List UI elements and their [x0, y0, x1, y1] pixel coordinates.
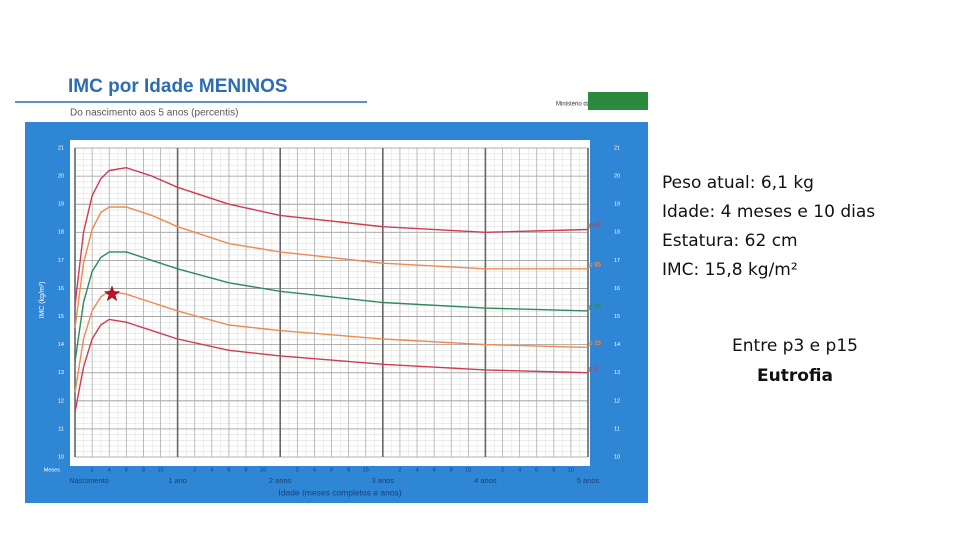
x-tick-label: 2 — [296, 467, 299, 473]
x-tick-label: 6 — [433, 467, 436, 473]
x-tick-label: 10 — [465, 467, 471, 473]
y-tick-label: 17 — [58, 258, 64, 264]
logo — [588, 92, 648, 110]
x-tick-label: 4 — [313, 467, 316, 473]
year-label: 1 ano — [168, 476, 187, 485]
y-tick-label: 20 — [614, 174, 620, 180]
x-tick-label: 8 — [552, 467, 555, 473]
x-tick-label: 6 — [535, 467, 538, 473]
y-tick-label: 21 — [58, 145, 64, 151]
y-tick-label: 12 — [614, 398, 620, 404]
year-label: 5 anos — [577, 476, 600, 485]
y-tick-label: 10 — [614, 454, 620, 460]
percentile-curve — [74, 290, 589, 393]
y-tick-label: 19 — [614, 202, 620, 208]
info-line: Estatura: 62 cm — [662, 231, 798, 251]
x-tick-label: 8 — [347, 467, 350, 473]
diagnosis: Eutrofia — [757, 366, 833, 386]
x-tick-title: Meses — [44, 467, 60, 473]
y-tick-label: 19 — [58, 202, 64, 208]
series-label: p 15 — [589, 341, 602, 347]
series-label: p 85 — [589, 262, 602, 268]
source: Ministério da Saúde — [556, 102, 610, 108]
series-label: p 3 — [589, 366, 598, 372]
info-line: IMC: 15,8 kg/m² — [662, 260, 798, 280]
year-label: Nascimento — [69, 476, 109, 485]
series-label: p 97 — [589, 223, 602, 229]
x-tick-label: 10 — [363, 467, 369, 473]
patient-point — [103, 285, 121, 302]
x-tick-label: 6 — [125, 467, 128, 473]
x-tick-label: 4 — [415, 467, 418, 473]
y-tick-label: 14 — [58, 342, 64, 348]
y-tick-label: 18 — [614, 230, 620, 236]
x-tick-label: 8 — [142, 467, 145, 473]
series-label: p 50 — [589, 305, 602, 311]
y-axis-label: IMC (kg/m²) — [39, 282, 46, 319]
year-label: 4 anos — [474, 476, 497, 485]
x-axis-label: Idade (meses completos e anos) — [278, 487, 401, 497]
x-tick-label: 2 — [398, 467, 401, 473]
x-tick-label: 8 — [244, 467, 247, 473]
percentile-curve — [74, 318, 589, 413]
x-tick-label: 2 — [91, 467, 94, 473]
x-tick-label: 8 — [450, 467, 453, 473]
y-tick-label: 11 — [614, 426, 620, 432]
chart-subtitle: Do nascimento aos 5 anos (percentis) — [70, 108, 238, 119]
x-tick-label: 10 — [260, 467, 266, 473]
x-tick-label: 2 — [501, 467, 504, 473]
info-line: Idade: 4 meses e 10 dias — [662, 202, 875, 222]
info-line: Peso atual: 6,1 kg — [662, 173, 814, 193]
percentile-curve — [74, 166, 589, 306]
y-tick-label: 20 — [58, 174, 64, 180]
x-tick-label: 4 — [108, 467, 111, 473]
y-tick-label: 16 — [58, 286, 64, 292]
chart-title: IMC por Idade MENINOS — [68, 76, 288, 97]
x-tick-label: 2 — [193, 467, 196, 473]
y-tick-label: 15 — [58, 314, 64, 320]
x-tick-label: 6 — [227, 467, 230, 473]
y-tick-label: 13 — [614, 370, 620, 376]
y-tick-label: 17 — [614, 258, 620, 264]
year-label: 3 anos — [372, 476, 395, 485]
x-tick-label: 4 — [518, 467, 521, 473]
x-tick-label: 6 — [330, 467, 333, 473]
y-tick-label: 10 — [58, 454, 64, 460]
x-tick-label: 10 — [568, 467, 574, 473]
x-tick-label: 10 — [157, 467, 163, 473]
y-tick-label: 14 — [614, 342, 620, 348]
y-tick-label: 11 — [58, 426, 64, 432]
y-tick-label: 18 — [58, 230, 64, 236]
x-tick-label: 4 — [210, 467, 213, 473]
y-tick-label: 13 — [58, 370, 64, 376]
y-tick-label: 15 — [614, 314, 620, 320]
y-tick-label: 21 — [614, 145, 620, 151]
range-text: Entre p3 e p15 — [732, 336, 858, 356]
percentile-curve — [74, 206, 588, 328]
y-tick-label: 16 — [614, 286, 620, 292]
percentile-curve — [74, 251, 589, 362]
year-label: 2 anos — [269, 476, 292, 485]
y-tick-label: 12 — [58, 398, 64, 404]
